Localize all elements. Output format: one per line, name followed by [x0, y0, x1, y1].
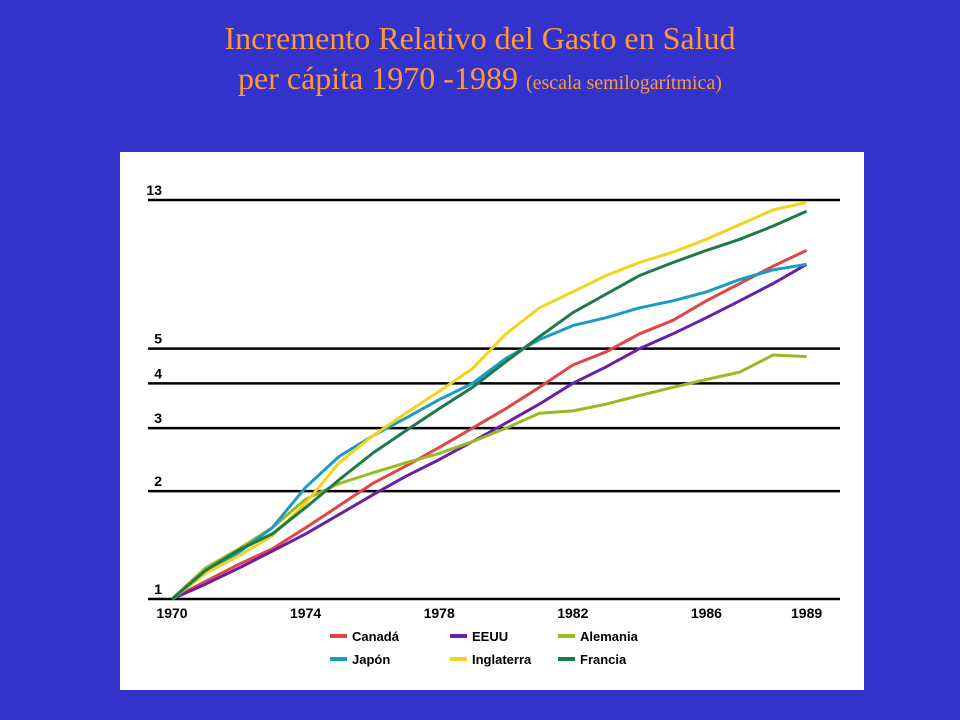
title-line-2: per cápita 1970 -1989 (escala semilogarí…	[0, 58, 960, 103]
y-tick-label: 1	[154, 581, 162, 597]
series-line-francia	[171, 209, 808, 601]
x-tick-label: 1974	[290, 605, 321, 621]
y-tick-label: 4	[154, 365, 162, 381]
legend-label: Canadá	[352, 629, 400, 644]
legend-label: EEUU	[472, 629, 508, 644]
legend-label: Alemania	[580, 629, 639, 644]
chart-svg: 1 2 3 4 5 13 1970 1974 1978 1982 1986 1989 Canadá EEU…	[146, 182, 840, 667]
y-tick-label: 3	[154, 410, 162, 426]
series-line-canadá	[171, 249, 808, 601]
title-note: (escala semilogarítmica)	[525, 72, 722, 94]
x-tick-label: 1978	[424, 605, 455, 621]
chart-title: Incremento Relativo del Gasto en Salud p…	[0, 18, 960, 103]
legend-label: Japón	[352, 652, 390, 667]
x-tick-label: 1970	[156, 605, 187, 621]
series-line-japón	[171, 262, 807, 601]
x-tick-label: 1986	[691, 605, 722, 621]
x-tick-label: 1982	[557, 605, 588, 621]
legend-label: Francia	[580, 652, 627, 667]
title-main: per cápita 1970 -1989	[238, 60, 518, 96]
y-tick-label: 2	[154, 473, 162, 489]
chart-panel: 1 2 3 4 5 13 1970 1974 1978 1982 1986 1989 Canadá EEU…	[120, 152, 864, 690]
legend-label: Inglaterra	[472, 652, 532, 667]
series-line-inglaterra	[171, 200, 807, 601]
y-tick-label: 13	[146, 182, 162, 198]
title-line-1: Incremento Relativo del Gasto en Salud	[224, 20, 736, 56]
series-line-eeuu	[171, 262, 808, 601]
y-tick-label: 5	[154, 331, 162, 347]
series-line-alemania	[170, 353, 807, 601]
x-tick-label: 1989	[791, 605, 822, 621]
